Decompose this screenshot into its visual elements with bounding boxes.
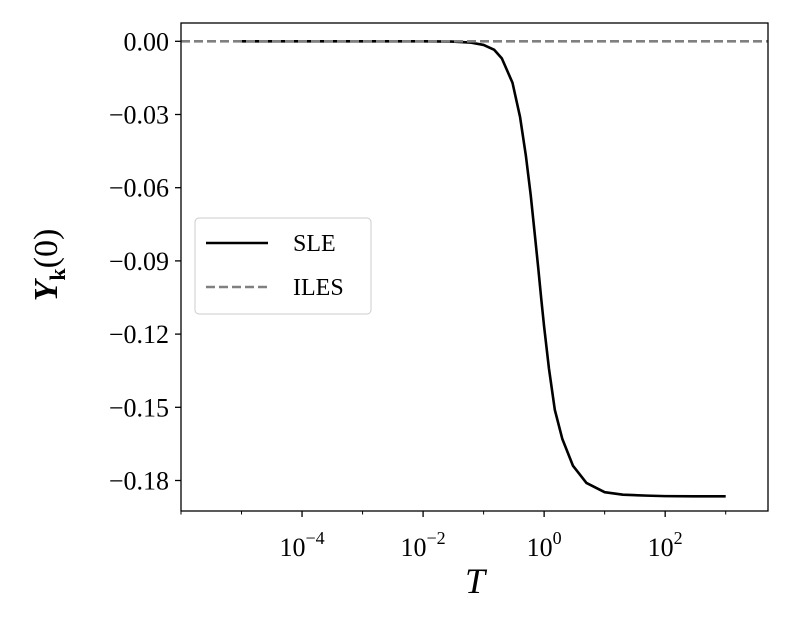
y-axis-label-subscript: k	[45, 268, 70, 281]
y-tick-label: 0.00	[124, 27, 170, 56]
y-axis-label: Yk(0)	[28, 229, 70, 302]
y-tick-label: −0.03	[109, 101, 169, 130]
y-tick-label: −0.09	[109, 247, 169, 276]
y-tick-label: −0.15	[109, 393, 169, 422]
y-tick-label: −0.18	[109, 467, 169, 496]
y-axis-label-argument: (0)	[28, 229, 65, 269]
svg-text:Yk(0): Yk(0)	[28, 229, 70, 302]
x-tick-label: 102	[648, 528, 683, 562]
legend: SLE ILES	[194, 217, 372, 315]
plot-frame	[180, 22, 769, 512]
axis-ticks: 0.00 −0.03 −0.06 −0.09 −0.12 −0.15 −0.18 10−4 10…	[109, 27, 727, 562]
legend-label-sle: SLE	[293, 231, 336, 257]
x-tick-label: 10−4	[279, 528, 324, 562]
legend-label-iles: ILES	[293, 275, 344, 301]
x-tick-label: 100	[527, 528, 562, 562]
y-tick-label: −0.12	[109, 320, 169, 349]
x-axis-label: T	[465, 561, 488, 601]
legend-box	[194, 217, 372, 315]
x-tick-label: 10−2	[401, 528, 446, 562]
y-tick-label: −0.06	[109, 174, 169, 203]
y-axis-label-main: Y	[28, 277, 65, 301]
plot-lines	[181, 40, 768, 498]
